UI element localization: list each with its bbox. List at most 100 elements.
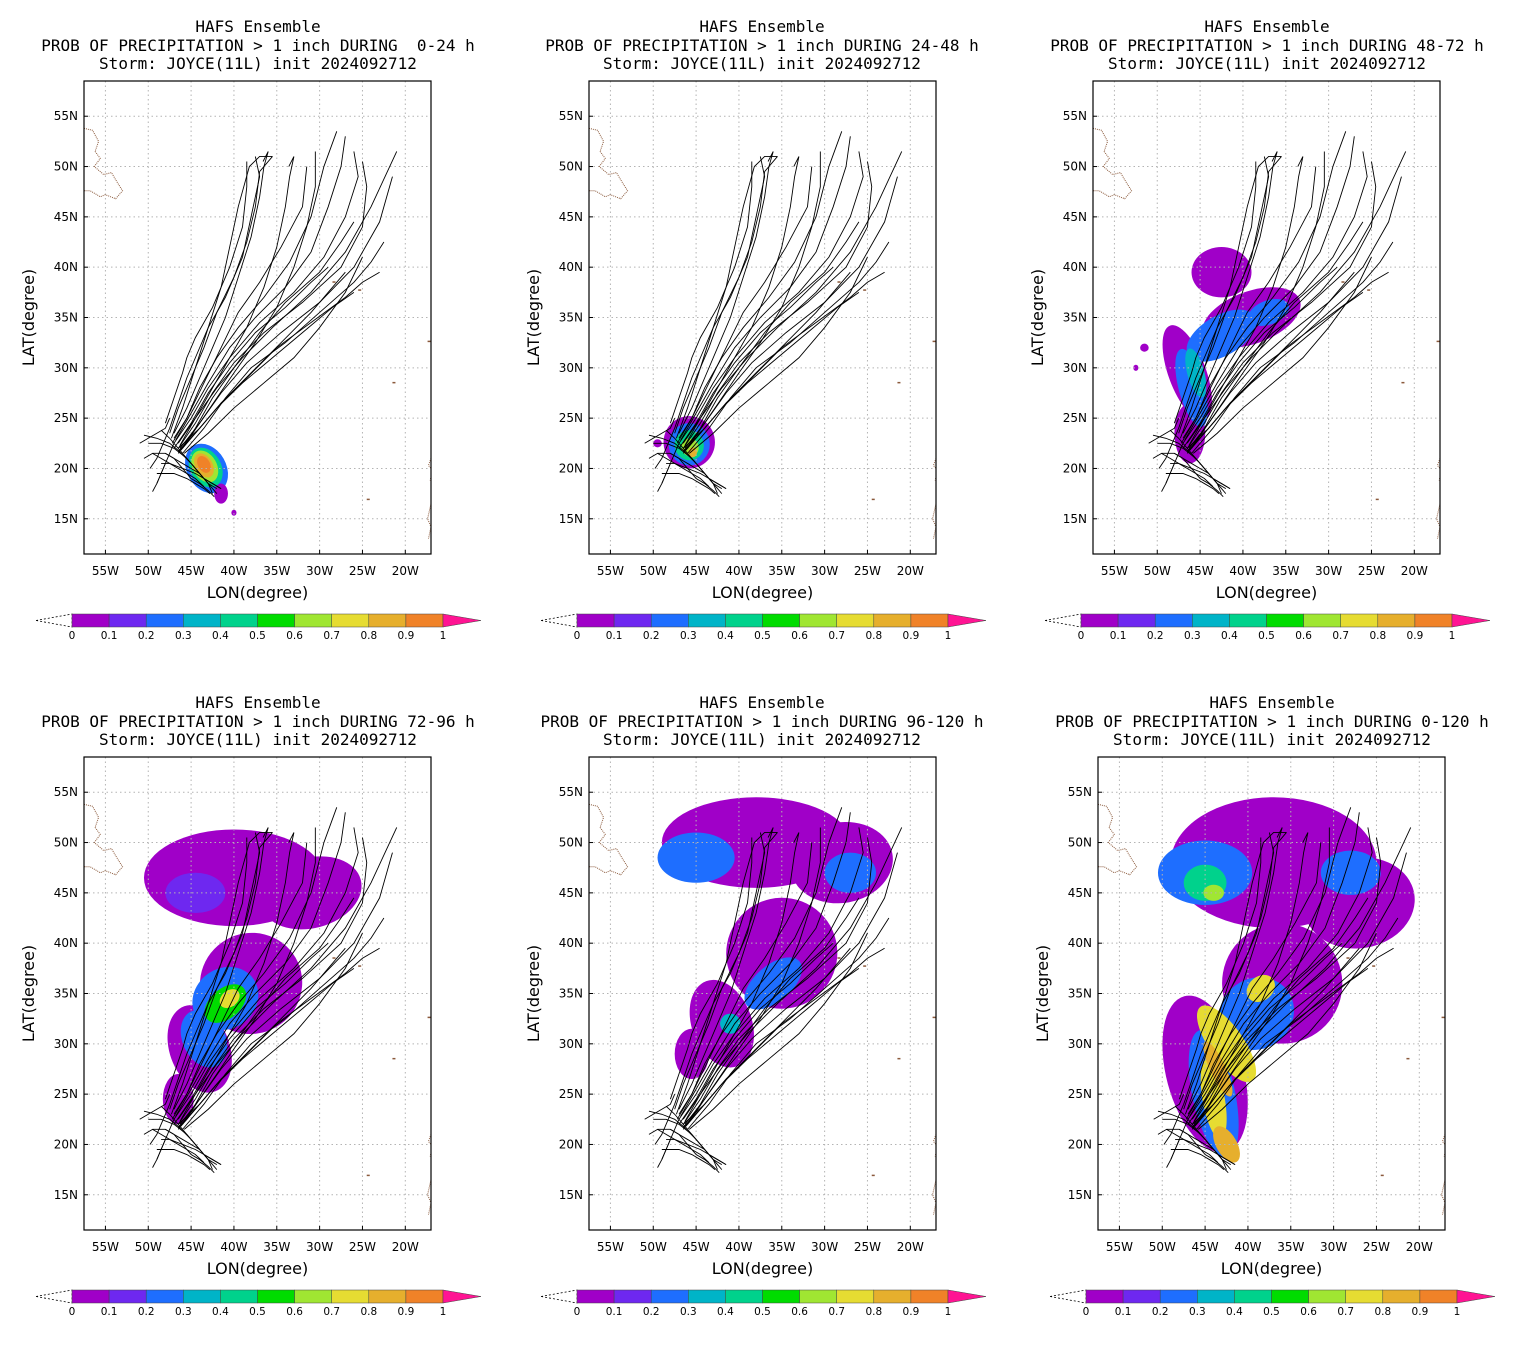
ensemble-tracks (139, 131, 398, 497)
storm-track (179, 176, 393, 449)
colorbar-swatch (220, 1289, 258, 1304)
colorbar-swatch (1159, 1289, 1198, 1304)
map-plot-area (1093, 81, 1440, 554)
storm-track-start (165, 452, 215, 497)
storm-track (1182, 131, 1347, 439)
storm-track (1173, 161, 1257, 424)
lat-tick-label: 40N (54, 936, 78, 950)
storm-track (680, 136, 851, 441)
island-marker (863, 965, 867, 967)
storm-track-start (149, 428, 171, 469)
colorbar-tick-label: 0.8 (1374, 1306, 1391, 1318)
panel-title-2: HAFS Ensemble PROB OF PRECIPITATION > 1 i… (462, 17, 1062, 74)
island-marker (1372, 965, 1376, 967)
ensemble-tracks (139, 807, 398, 1173)
coastline-newfoundland (589, 803, 629, 876)
map-plot-area (589, 757, 936, 1230)
storm-track (177, 151, 398, 444)
storm-track (1179, 156, 1282, 439)
lat-tick-label: 40N (54, 260, 78, 274)
colorbar-tick-label: 0.2 (138, 630, 155, 642)
panel-title-line: Storm: JOYCE(11L) init 2024092712 (1108, 54, 1426, 73)
storm-track (1186, 151, 1407, 444)
storm-track-start (1170, 1149, 1225, 1170)
storm-track (1187, 807, 1352, 1115)
island-marker (1380, 1174, 1384, 1177)
storm-track-start (139, 417, 171, 444)
storm-track (669, 837, 753, 1100)
storm-track (1182, 266, 1338, 449)
colorbar-tick-label: 0.8 (865, 1306, 882, 1318)
colorbar-tick-label: 0.9 (903, 1306, 920, 1318)
lat-tick-label: 40N (559, 260, 583, 274)
colorbar: 0 0.1 0.2 0.3 0.4 0.5 0.6 0.7 0.8 0.9 1 (540, 613, 987, 642)
colorbar-tick-label: 0.9 (1412, 1306, 1429, 1318)
y-axis-label: LAT(degree) (524, 269, 543, 366)
lat-tick-label: 40N (559, 936, 583, 950)
colorbar-swatch (108, 613, 147, 628)
colorbar-tick-label: 0.4 (212, 630, 229, 642)
storm-track (687, 917, 890, 1130)
lat-tick-label: 25N (54, 1087, 78, 1101)
storm-track (678, 151, 864, 444)
colorbar-tick-label: 0.3 (680, 1306, 697, 1318)
map-panel-1: 55W 50W 45W 40W 35W 30W 25W 20W 15N 20N 25N 30N 35N 4… (19, 80, 482, 642)
colorbar-swatch (145, 613, 184, 628)
storm-track-start (1161, 463, 1175, 492)
storm-track (171, 166, 308, 444)
colorbar-swatch (1229, 613, 1267, 628)
colorbar-tick-label: 0.2 (643, 630, 660, 642)
storm-track (173, 151, 269, 434)
lat-tick-label: 15N (559, 512, 583, 526)
x-axis-label: LON(degree) (712, 1259, 813, 1278)
lon-tick-label: 45W (683, 564, 710, 578)
colorbar-tick-label: 0 (1078, 630, 1085, 642)
colorbar: 0 0.1 0.2 0.3 0.4 0.5 0.6 0.7 0.8 0.9 1 (1044, 613, 1491, 642)
colorbar-tick-label: 0.6 (1295, 630, 1312, 642)
lat-tick-label: 20N (559, 1137, 583, 1151)
storm-track (169, 156, 273, 434)
lon-tick-label: 35W (263, 1240, 290, 1254)
lat-tick-label: 45N (54, 886, 78, 900)
panel-title-line: PROB OF PRECIPITATION > 1 inch DURING 0-… (1055, 711, 1489, 731)
island-marker (392, 381, 396, 384)
storm-track-start (654, 428, 676, 469)
colorbar-swatch (220, 613, 258, 628)
gridlines (1093, 81, 1440, 554)
colorbar-tick-label: 0.4 (717, 1306, 734, 1318)
colorbar-swatch (368, 613, 407, 628)
axis-ticks: 55W 50W 45W 40W 35W 30W 25W 20W 15N 20N 25N 30N 35N 4… (1063, 109, 1428, 578)
lon-tick-label: 40W (1234, 1240, 1261, 1254)
island-marker (1401, 381, 1405, 384)
storm-track (183, 256, 363, 454)
colorbar-swatch (145, 1289, 184, 1304)
storm-track (1184, 832, 1287, 1115)
x-axis-label: LON(degree) (1216, 583, 1317, 602)
map-panel-6: 55W 50W 45W 40W 35W 30W 25W 20W 15N 20N 25N 30N 35N 4… (1033, 756, 1496, 1318)
lat-tick-label: 15N (559, 1188, 583, 1202)
colorbar-swatch (257, 613, 295, 628)
probability-blob (1196, 1005, 1257, 1083)
lat-tick-label: 50N (559, 160, 583, 174)
storm-track (1197, 932, 1377, 1130)
island-marker (366, 1174, 370, 1177)
island-marker (871, 498, 875, 501)
storm-track (1192, 256, 1372, 454)
storm-track (1188, 156, 1304, 446)
storm-track (675, 832, 778, 1115)
panel-title-line: PROB OF PRECIPITATION > 1 inch DURING 48… (1050, 35, 1484, 55)
panel-title-4: HAFS Ensemble PROB OF PRECIPITATION > 1 i… (0, 693, 558, 750)
storm-track (684, 176, 898, 449)
panel-title-line: HAFS Ensemble (1209, 693, 1335, 712)
x-axis-label: LON(degree) (207, 1259, 308, 1278)
lon-tick-label: 25W (1363, 1240, 1390, 1254)
colorbar-tick-label: 0.7 (828, 630, 845, 642)
colorbar-tick-label: 0 (574, 1306, 581, 1318)
colorbar-tick-label: 0.5 (754, 1306, 771, 1318)
colorbar-swatch (71, 613, 110, 628)
colorbar-tick-label: 0.5 (249, 630, 266, 642)
storm-track-start (661, 473, 716, 494)
storm-track-start (139, 1093, 171, 1120)
lat-tick-label: 25N (1063, 411, 1087, 425)
panel-title-1: HAFS Ensemble PROB OF PRECIPITATION > 1 i… (0, 17, 558, 74)
